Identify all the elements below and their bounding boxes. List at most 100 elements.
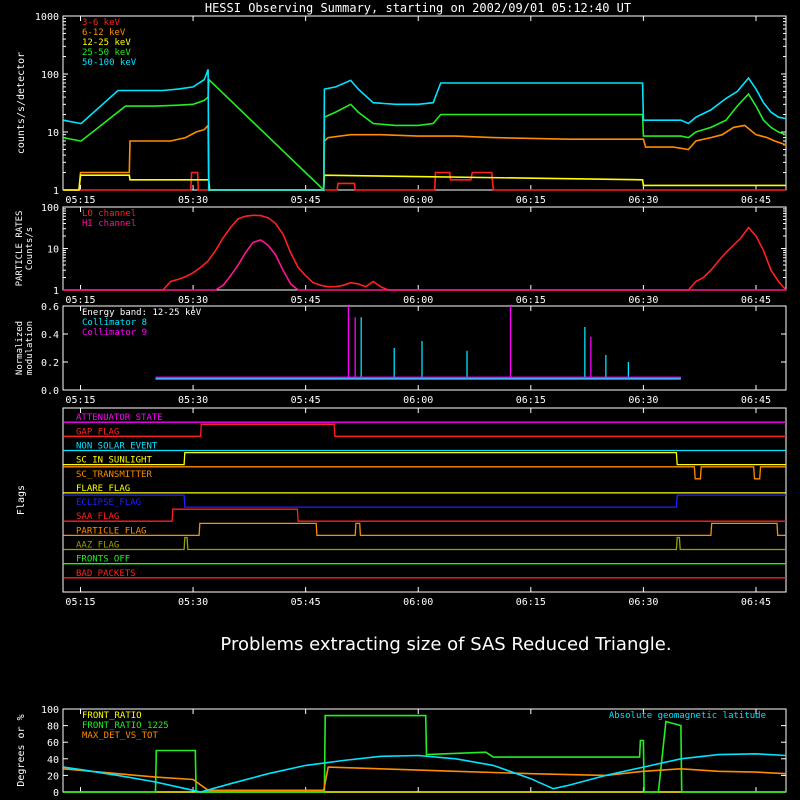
x-tick-label: 06:15 xyxy=(516,295,546,306)
flag-label: SAA_FLAG xyxy=(76,512,119,522)
legend-entry: 12-25 keV xyxy=(82,38,131,48)
y-axis-label: PARTICLE RATES xyxy=(15,211,25,287)
y-tick-label: 60 xyxy=(47,738,59,749)
flag-label: ATTENUATOR_STATE xyxy=(76,413,163,423)
x-tick-label: 05:30 xyxy=(178,195,208,206)
y-axis-label: counts/s/detector xyxy=(16,52,27,154)
x-tick-label: 05:45 xyxy=(291,295,321,306)
x-tick-label: 06:45 xyxy=(741,395,771,406)
series-line-max-det-vs-tot xyxy=(63,766,787,792)
y-tick-label: 100 xyxy=(41,705,59,716)
y-tick-label: 0.6 xyxy=(41,302,59,313)
y-axis-label: Flags xyxy=(16,485,27,515)
x-tick-label: 05:15 xyxy=(65,195,95,206)
series-line-hi-channel xyxy=(63,239,786,291)
flag-line-saa-flag xyxy=(63,508,786,522)
y-tick-label: 1 xyxy=(53,186,59,197)
x-tick-label: 06:15 xyxy=(516,195,546,206)
x-tick-label: 06:00 xyxy=(403,395,433,406)
flag-label: PARTICLE_FLAG xyxy=(76,526,146,536)
flag-label: FRONTS_OFF xyxy=(76,555,130,565)
legend-entry: Collimator 9 xyxy=(82,328,147,338)
x-tick-label: 06:00 xyxy=(403,195,433,206)
legend-entry: 25-50 keV xyxy=(82,48,131,58)
legend-entry: FRONT_RATIO xyxy=(82,711,142,721)
panel-count_rates: 05:15 05:30 05:45 06:00 06:15 06:30 06:45 1 10 10… xyxy=(16,12,787,206)
x-tick-label: 05:30 xyxy=(178,295,208,306)
y-axis-label: Counts/s xyxy=(25,227,35,270)
flag-line-sc-in-sunlight xyxy=(63,451,786,466)
y-axis-label: Degrees or % xyxy=(16,714,27,786)
x-tick-label: 05:45 xyxy=(291,395,321,406)
flag-label: SC_TRANSMITTER xyxy=(76,470,152,480)
figure-title: HESSI Observing Summary, starting on 200… xyxy=(205,1,631,15)
x-tick-label: 06:15 xyxy=(516,395,546,406)
series-line-12-25-kev xyxy=(63,174,786,191)
y-tick-label: 0 xyxy=(53,788,59,799)
series-line-6-12-kev xyxy=(63,123,787,191)
y-tick-label: 0.0 xyxy=(41,386,59,397)
panel-flags: 05:15 05:30 05:45 06:00 06:15 06:30 06:45 Flags… xyxy=(16,407,787,608)
error-message: Problems extracting size of SAS Reduced … xyxy=(220,634,671,655)
y-axis-label: Normalized xyxy=(15,321,25,375)
plot-frame xyxy=(62,407,787,593)
panel-modulation: 05:15 05:30 05:45 06:00 06:15 06:30 06:45 0.0 0.… xyxy=(15,302,787,406)
y-tick-label: 0.4 xyxy=(41,330,59,341)
flag-label: SC_IN_SUNLIGHT xyxy=(76,456,152,466)
legend-entry: LO channel xyxy=(82,209,136,219)
right-legend-entry: Absolute geomagnetic latitude xyxy=(609,711,766,721)
x-tick-label: 05:15 xyxy=(65,395,95,406)
y-tick-label: 40 xyxy=(47,755,59,766)
y-tick-label: 0.2 xyxy=(41,358,59,369)
flag-line-aaz-flag xyxy=(63,536,786,551)
legend-entry: MAX_DET_VS_TOT xyxy=(82,731,158,741)
plot-frame xyxy=(62,206,787,291)
y-axis-label: modulation xyxy=(25,321,35,375)
flag-label: FLARE_FLAG xyxy=(76,484,130,494)
y-tick-label: 10 xyxy=(47,245,59,256)
series-line-50-100-kev xyxy=(63,69,787,191)
x-tick-label: 05:45 xyxy=(291,195,321,206)
legend-entry: FRONT_RATIO_1225 xyxy=(82,721,169,731)
panel-particle_rates: 05:15 05:30 05:45 06:00 06:15 06:30 06:45 1 10 10… xyxy=(15,203,787,306)
panel-ratios: 0 20 40 60 80 100 Degrees or % FRONT_RATIOFRONT… xyxy=(16,705,787,799)
series-line-lo-channel xyxy=(63,214,787,291)
panels: 05:15 05:30 05:45 06:00 06:15 06:30 06:4511010… xyxy=(15,12,787,799)
flag-line-sc-transmitter xyxy=(63,466,786,480)
y-tick-label: 1 xyxy=(53,286,59,297)
y-tick-label: 1000 xyxy=(35,12,59,23)
x-tick-label: 05:15 xyxy=(65,597,95,608)
flag-label: NON_SOLAR_EVENT xyxy=(76,441,158,451)
y-tick-label: 80 xyxy=(47,722,59,733)
legend-entry: 3-6 keV xyxy=(82,18,121,28)
x-tick-label: 06:30 xyxy=(628,295,658,306)
x-tick-label: 06:00 xyxy=(403,597,433,608)
series-line-absolute-geomagnetic-latitude xyxy=(63,752,787,793)
x-tick-label: 06:45 xyxy=(741,295,771,306)
x-tick-label: 06:45 xyxy=(741,195,771,206)
x-tick-label: 05:30 xyxy=(178,597,208,608)
flag-line-eclipse-flag xyxy=(63,494,786,508)
legend-entry: 6-12 keV xyxy=(82,28,126,38)
legend-heading: Energy band: 12-25 keV xyxy=(82,308,202,318)
flag-label: GAP_FLAG xyxy=(76,427,119,437)
x-tick-label: 06:45 xyxy=(741,597,771,608)
x-tick-label: 06:30 xyxy=(628,597,658,608)
flag-label: BAD_PACKETS xyxy=(76,569,136,579)
x-tick-label: 06:00 xyxy=(403,295,433,306)
legend-entry: Collimator 8 xyxy=(82,318,147,328)
x-tick-label: 06:30 xyxy=(628,195,658,206)
flag-label: AAZ_FLAG xyxy=(76,541,119,551)
flag-label: ECLIPSE_FLAG xyxy=(76,498,141,508)
y-tick-label: 100 xyxy=(41,70,59,81)
series-line-3-6-kev xyxy=(63,171,786,191)
legend-entry: 50-100 keV xyxy=(82,58,137,68)
flag-line-particle-flag xyxy=(63,522,786,537)
series-line-25-50-kev xyxy=(63,77,787,192)
x-tick-label: 05:45 xyxy=(291,597,321,608)
y-tick-label: 20 xyxy=(47,771,59,782)
legend-entry: HI channel xyxy=(82,219,136,229)
y-tick-label: 10 xyxy=(47,128,59,139)
x-tick-label: 05:15 xyxy=(65,295,95,306)
